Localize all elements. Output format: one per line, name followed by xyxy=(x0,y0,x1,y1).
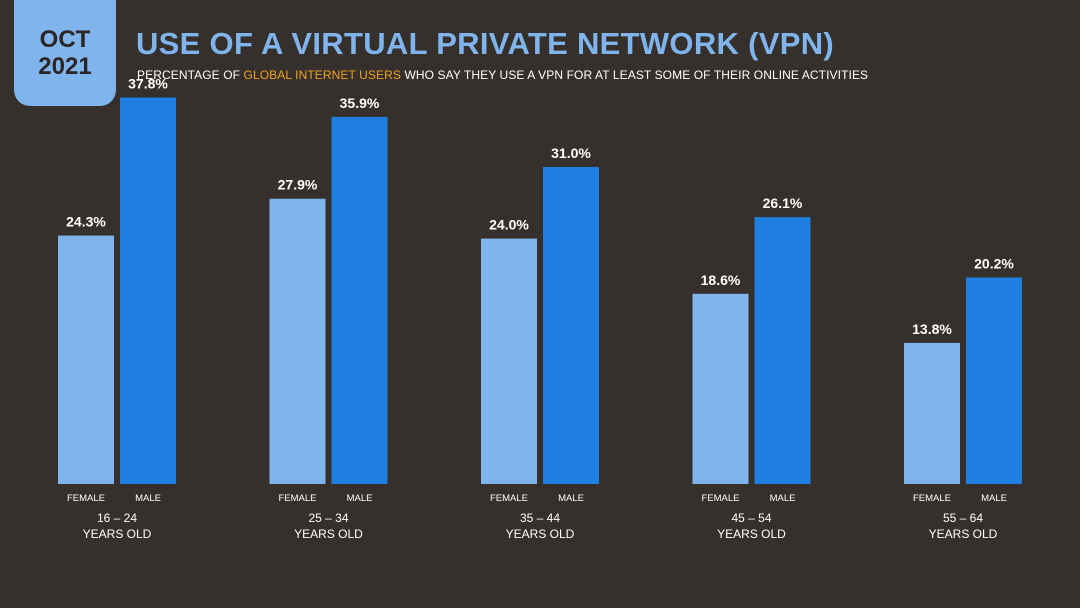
chart-title: USE OF A VIRTUAL PRIVATE NETWORK (VPN) xyxy=(136,26,835,61)
value-label-45-54-female: 18.6% xyxy=(701,272,741,288)
bar-35-44-female xyxy=(481,238,537,484)
value-label-45-54-male: 26.1% xyxy=(763,195,803,211)
subtitle-prefix: PERCENTAGE OF xyxy=(137,68,244,82)
series-label-35-44-female: FEMALE xyxy=(490,493,528,504)
value-label-25-34-male: 35.9% xyxy=(340,95,380,111)
bar-55-64-male xyxy=(966,277,1022,484)
category-sub-25-34: YEARS OLD xyxy=(294,527,363,541)
date-badge: OCT 2021 xyxy=(14,0,116,106)
value-label-55-64-male: 20.2% xyxy=(974,255,1014,271)
category-sub-35-44: YEARS OLD xyxy=(506,527,575,541)
series-label-55-64-female: FEMALE xyxy=(913,493,951,504)
chart-subtitle: PERCENTAGE OF GLOBAL INTERNET USERS WHO … xyxy=(137,68,868,82)
date-badge-month: OCT xyxy=(39,26,91,53)
bar-25-34-female xyxy=(269,198,326,484)
series-label-25-34-male: MALE xyxy=(347,493,373,504)
bar-45-54-female xyxy=(692,293,749,484)
category-range-25-34: 25 – 34 xyxy=(308,511,348,525)
category-range-55-64: 55 – 64 xyxy=(943,511,983,525)
bar-16-24-male xyxy=(120,97,176,485)
date-badge-year: 2021 xyxy=(38,53,92,80)
bar-25-34-male xyxy=(331,116,388,485)
category-range-16-24: 16 – 24 xyxy=(97,511,137,525)
series-label-35-44-male: MALE xyxy=(558,493,584,504)
bar-35-44-male xyxy=(543,167,599,484)
value-label-55-64-female: 13.8% xyxy=(912,321,952,337)
series-label-16-24-male: MALE xyxy=(135,493,161,504)
bar-55-64-female xyxy=(904,342,960,484)
subtitle-highlight: GLOBAL INTERNET USERS xyxy=(243,68,402,82)
series-label-45-54-male: MALE xyxy=(770,493,796,504)
series-label-55-64-male: MALE xyxy=(981,493,1007,504)
value-label-35-44-male: 31.0% xyxy=(551,145,591,161)
category-sub-45-54: YEARS OLD xyxy=(717,527,786,541)
category-sub-55-64: YEARS OLD xyxy=(929,527,998,541)
value-label-25-34-female: 27.9% xyxy=(278,177,318,193)
category-range-35-44: 35 – 44 xyxy=(520,511,560,525)
series-label-16-24-female: FEMALE xyxy=(67,493,105,504)
category-sub-16-24: YEARS OLD xyxy=(83,527,152,541)
bar-16-24-female xyxy=(58,235,114,484)
value-label-35-44-female: 24.0% xyxy=(489,217,529,233)
subtitle-suffix: WHO SAY THEY USE A VPN FOR AT LEAST SOME… xyxy=(401,68,869,82)
series-label-45-54-female: FEMALE xyxy=(701,493,739,504)
category-range-45-54: 45 – 54 xyxy=(731,511,771,525)
value-label-16-24-female: 24.3% xyxy=(66,214,106,230)
value-label-16-24-male: 37.8% xyxy=(128,75,168,91)
bar-45-54-male xyxy=(754,217,811,484)
series-label-25-34-female: FEMALE xyxy=(278,493,316,504)
